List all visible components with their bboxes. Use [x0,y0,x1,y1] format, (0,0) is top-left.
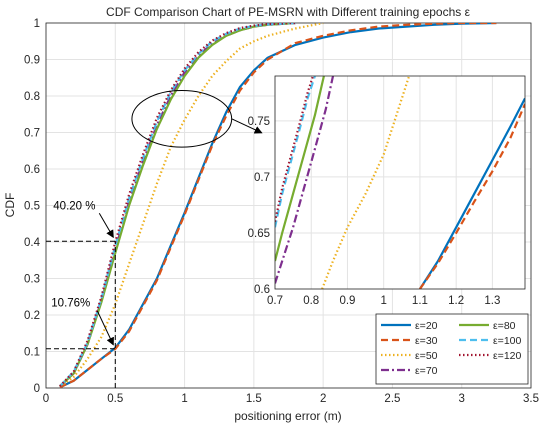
legend-label-2: ε=50 [415,350,438,362]
main-series-6 [59,23,296,387]
x-tick-label: 2 [320,393,326,405]
inset-frame [274,75,526,290]
inset-x-tick-label: 1.2 [448,295,464,307]
x-tick-label: 3.5 [523,393,539,405]
x-tick-label: 2.5 [384,393,400,405]
annotation-label-0: 40.20 % [53,200,95,212]
y-tick-label: 1 [34,18,40,30]
inset-x-tick-label: 0.8 [303,295,319,307]
legend: ε=20 ε=30 ε=50 ε=70 ε=80 ε=100 ε=120 [375,313,529,385]
main-series-0 [59,23,497,388]
main-series-5 [59,23,296,387]
inset-x-tick-label: 1.3 [484,295,500,307]
y-tick-label: 0.3 [24,274,40,286]
main-axes: 0 0.5 1 1.5 2 2.5 3 3.500.10.20.30.40.50.60.70.… [24,18,539,405]
inset-x-tick-label: 0.7 [267,295,283,307]
inset-y-tick-label: 0.6 [254,284,270,296]
zoom-arrow [231,118,263,134]
y-tick-label: 0.9 [24,55,40,67]
inset-y-tick-label: 0.75 [248,116,270,128]
inset-series-group [275,76,525,289]
inset-zoom-chart: 0.7 0.8 0.9 1 1.1 1.2 1.3 0.6 0.65 0.7 0.75 [248,75,526,307]
chart-title: CDF Comparison Chart of PE-MSRN with Dif… [106,5,471,19]
inset-series-1 [418,103,525,289]
legend-label-3: ε=70 [415,365,438,377]
inset-y-tick-label: 0.7 [254,172,270,184]
y-axis-label: CDF [3,193,17,218]
main-series-1 [59,23,497,388]
legend-label-1: ε=30 [415,335,438,347]
annotation-arrow-0 [98,213,114,239]
y-tick-label: 0.2 [24,310,40,322]
legend-label-4: ε=80 [493,320,516,332]
inset-x-tick-label: 1 [380,295,386,307]
inset-y-tick-label: 0.65 [248,228,270,240]
y-tick-label: 0.6 [24,164,40,176]
x-tick-label: 3 [459,393,465,405]
inset-series-4 [275,76,325,262]
inset-series-3 [275,76,335,284]
inset-series-2 [321,76,411,289]
inset-x-tick-label: 1.1 [412,295,428,307]
legend-label-6: ε=120 [493,350,521,362]
y-tick-label: 0.1 [24,347,40,359]
y-tick-label: 0 [34,383,40,395]
main-series-group [59,23,497,388]
y-tick-label: 0.8 [24,91,40,103]
inset-plot-area [275,76,525,289]
x-tick-label: 1 [181,393,187,405]
inset-series-5 [275,76,316,228]
annotation-label-1: 10.76% [51,298,90,310]
main-series-2 [59,23,324,388]
inset-series-0 [418,97,525,289]
inset-series-6 [275,76,315,222]
annotation-arrow-1 [96,310,114,346]
legend-label-0: ε=20 [415,320,438,332]
x-tick-label: 0.5 [107,393,123,405]
legend-label-5: ε=100 [493,335,521,347]
annotations: 40.20 % 10.76% [46,90,263,388]
inset-x-tick-label: 0.9 [339,295,355,307]
y-tick-label: 0.4 [24,237,41,249]
y-tick-label: 0.5 [24,201,40,213]
x-axis-label: positioning error (m) [234,409,341,423]
y-tick-label: 0.7 [24,128,40,140]
x-tick-label: 0 [43,393,49,405]
x-tick-label: 1.5 [246,393,262,405]
